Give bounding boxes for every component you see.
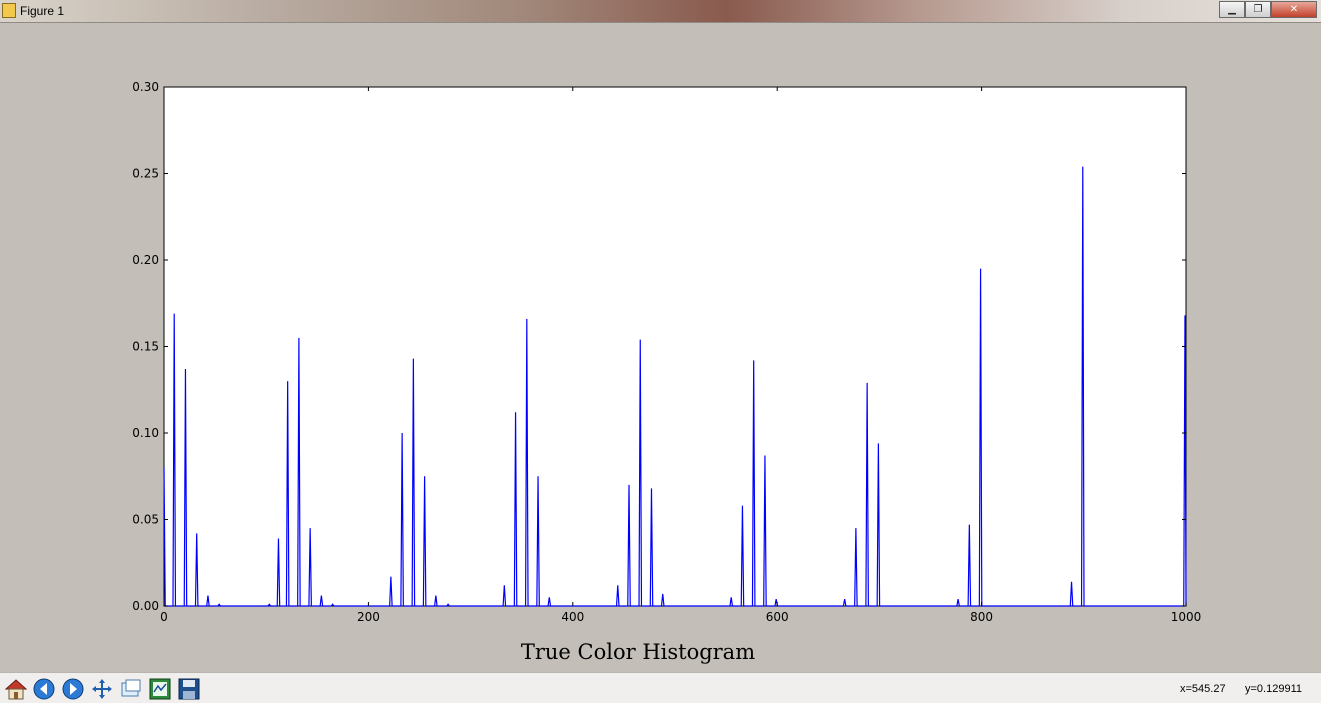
- x-tick-label: 200: [357, 610, 380, 624]
- x-tick-label: 800: [970, 610, 993, 624]
- window-titlebar: Figure 1 ▁ ❐ ✕: [0, 0, 1321, 23]
- subplots-button[interactable]: [147, 676, 172, 701]
- y-tick-label: 0.10: [132, 426, 159, 440]
- save-icon: [178, 678, 199, 699]
- x-tick-label: 1000: [1171, 610, 1202, 624]
- y-tick-label: 0.20: [132, 253, 159, 267]
- home-button[interactable]: [3, 676, 28, 701]
- y-coordinate-readout: y=0.129911: [1245, 683, 1302, 695]
- minimize-button[interactable]: ▁: [1219, 1, 1245, 18]
- x-axis: 0 200 400 600 800 1000: [160, 87, 1201, 624]
- x-coordinate-readout: x=545.27: [1180, 683, 1226, 695]
- app-icon: [2, 3, 16, 18]
- figure-canvas: 0 200 400 600 800 1000 0.000.050.100.150.200.…: [132, 80, 1201, 664]
- pan-button[interactable]: [89, 676, 114, 701]
- y-tick-label: 0.00: [132, 599, 159, 613]
- window-title: Figure 1: [20, 4, 65, 18]
- forward-button[interactable]: [60, 676, 85, 701]
- chart-title: True Color Histogram: [521, 640, 755, 664]
- forward-arrow-icon: [62, 678, 83, 699]
- x-tick-label: 0: [160, 610, 168, 624]
- zoom-icon: [121, 679, 140, 696]
- pan-icon: [91, 678, 112, 699]
- y-axis: 0.00 0.05 0.10 0.15 0.20 0.25 0.30: [132, 80, 1186, 613]
- plot-area: [163, 86, 1187, 607]
- window-controls: ▁ ❐ ✕: [1219, 1, 1317, 18]
- save-button[interactable]: [176, 676, 201, 701]
- zoom-button[interactable]: [118, 676, 143, 701]
- x-tick-label: 400: [561, 610, 584, 624]
- back-arrow-icon: [33, 678, 54, 699]
- histogram-line: [163, 166, 1187, 607]
- close-button[interactable]: ✕: [1271, 1, 1317, 18]
- navigation-toolbar: x=545.27 y=0.129911: [0, 672, 1321, 703]
- y-tick-label: 0.15: [132, 340, 159, 354]
- y-tick-label: 0.30: [132, 80, 159, 94]
- back-button[interactable]: [31, 676, 56, 701]
- maximize-button[interactable]: ❐: [1245, 1, 1271, 18]
- subplots-icon: [149, 678, 170, 699]
- y-tick-label: 0.25: [132, 167, 159, 181]
- y-tick-label: 0.05: [132, 513, 159, 527]
- x-tick-label: 600: [766, 610, 789, 624]
- home-icon: [4, 678, 27, 699]
